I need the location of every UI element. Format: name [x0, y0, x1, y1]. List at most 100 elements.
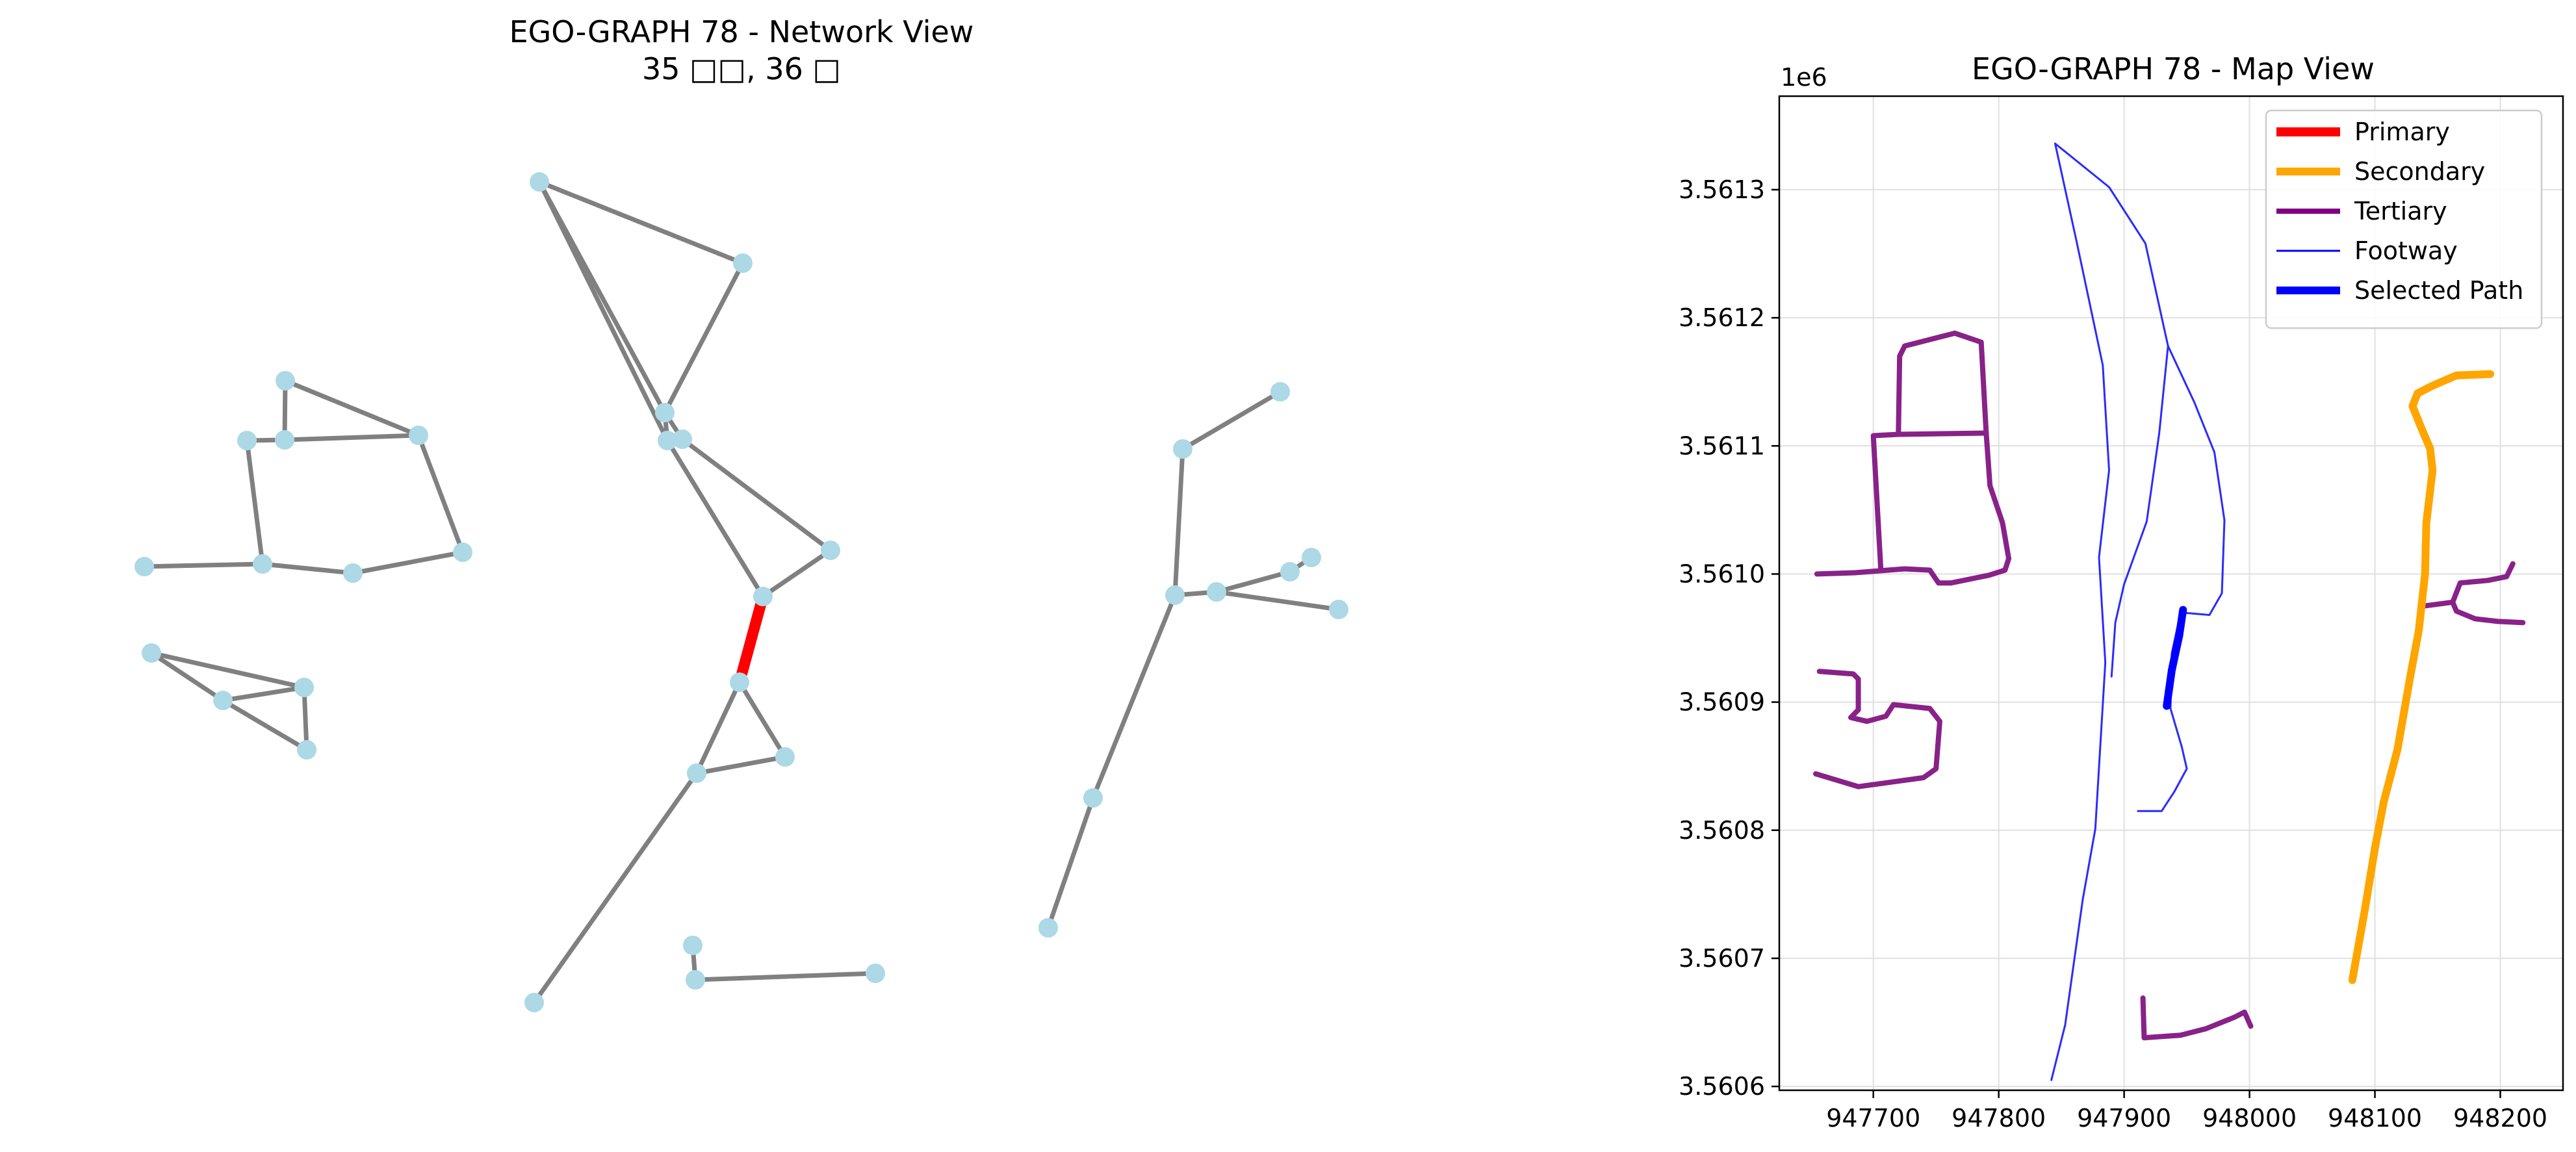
network-node	[1280, 562, 1300, 582]
map-line-selected	[2163, 606, 2187, 710]
network-node	[135, 557, 154, 576]
network-node	[673, 429, 692, 449]
network-highlighted-edges	[734, 595, 769, 684]
map-line-footway	[2054, 142, 2169, 678]
legend-label: Selected Path	[2354, 276, 2523, 305]
network-edge	[284, 378, 420, 438]
network-subtitle: 35 □□, 36 □	[642, 51, 841, 86]
map-axes-frame	[1778, 95, 2564, 1092]
map-title: EGO-GRAPH 78 - Map View	[1972, 51, 2375, 86]
network-edge	[150, 651, 224, 702]
network-edge	[1172, 448, 1185, 596]
network-node	[775, 747, 795, 767]
network-edge	[144, 561, 263, 569]
network-edge	[302, 687, 309, 750]
network-edge	[694, 681, 742, 774]
network-node	[409, 426, 428, 445]
network-node	[1165, 585, 1185, 605]
network-node	[1038, 918, 1058, 938]
map-line-tertiary	[2140, 995, 2254, 1041]
network-edge	[695, 971, 876, 982]
network-node	[1083, 788, 1103, 808]
network-edge	[1216, 569, 1291, 595]
network-node	[686, 970, 705, 990]
network-node	[297, 740, 316, 760]
y-tick-label: 3.5611	[1679, 431, 1765, 460]
network-node	[730, 672, 749, 692]
network-node	[1207, 582, 1226, 602]
x-tick-label: 948200	[2453, 1104, 2547, 1133]
network-node	[753, 587, 773, 606]
network-node	[453, 543, 472, 562]
network-edge	[1181, 389, 1282, 452]
network-node	[1329, 600, 1348, 619]
y-offset-label: 1e6	[1781, 63, 1827, 92]
network-node	[276, 371, 295, 390]
y-tick-label: 3.5609	[1679, 688, 1765, 717]
map-line-tertiary	[2450, 561, 2516, 605]
map-line-secondary	[2348, 370, 2495, 984]
network-node	[530, 172, 549, 192]
network-edge	[662, 262, 745, 414]
y-tick-label: 3.5606	[1679, 1072, 1765, 1101]
network-nodes	[135, 172, 1348, 1012]
x-tick-label: 947800	[1951, 1104, 2046, 1133]
network-edge	[665, 439, 765, 598]
map-line-footway	[2137, 611, 2188, 812]
network-node	[687, 763, 706, 783]
network-edges	[144, 179, 1339, 1005]
network-edge	[537, 181, 670, 442]
legend-box	[2265, 109, 2543, 329]
network-edge	[1046, 797, 1096, 929]
network-node	[275, 430, 294, 450]
map-legend: Primary Secondary Tertiary Footway Selected …	[2265, 109, 2543, 329]
network-edge	[696, 754, 786, 776]
map-x-axis: 947700 947800 947900 948000 948100 948200	[1826, 1090, 2547, 1133]
map-line-tertiary	[1896, 430, 1989, 437]
network-node	[343, 563, 363, 583]
network-node	[1302, 548, 1321, 567]
network-node	[821, 541, 840, 560]
network-node	[1270, 382, 1290, 402]
network-edge	[1090, 594, 1178, 799]
y-tick-label: 3.5610	[1679, 559, 1765, 588]
network-node	[655, 403, 675, 422]
map-line-tertiary	[1814, 330, 2012, 586]
x-tick-label: 948100	[2328, 1104, 2422, 1133]
y-tick-label: 3.5608	[1679, 816, 1765, 845]
network-edge	[352, 550, 463, 576]
y-tick-label: 3.5613	[1679, 175, 1765, 204]
x-tick-label: 947900	[2077, 1104, 2171, 1133]
network-edge	[738, 681, 787, 758]
network-node	[294, 678, 314, 697]
network-edge	[532, 771, 699, 1005]
network-node	[524, 993, 544, 1012]
network-edge	[284, 433, 419, 442]
legend-label: Footway	[2354, 237, 2458, 265]
map-y-axis: 3.5606 3.5607 3.5608 3.5609 3.5610 3.5611 3.56…	[1679, 175, 1779, 1101]
network-node	[658, 431, 677, 450]
network-node	[237, 431, 257, 450]
network-node	[1173, 439, 1192, 459]
network-edge	[244, 440, 265, 565]
map-line-footway	[2050, 142, 2110, 1081]
network-edge	[1216, 589, 1339, 612]
y-tick-label: 3.5607	[1679, 944, 1765, 973]
map-line-tertiary	[2421, 599, 2526, 626]
network-node	[733, 253, 753, 273]
network-edge	[222, 698, 308, 752]
map-line-footway	[2167, 345, 2226, 616]
map-series	[1813, 142, 2526, 1081]
legend-label: Tertiary	[2354, 197, 2447, 225]
x-tick-label: 948000	[2202, 1104, 2297, 1133]
network-node	[866, 964, 885, 983]
network-title: EGO-GRAPH 78 - Network View	[509, 14, 974, 49]
y-tick-label: 3.5612	[1679, 303, 1765, 332]
network-node	[683, 936, 702, 955]
network-edge	[262, 561, 354, 576]
network-edge	[222, 685, 305, 703]
network-edge	[680, 437, 832, 552]
legend-label: Primary	[2354, 118, 2450, 146]
x-tick-label: 947700	[1826, 1104, 1920, 1133]
network-node	[253, 554, 272, 574]
